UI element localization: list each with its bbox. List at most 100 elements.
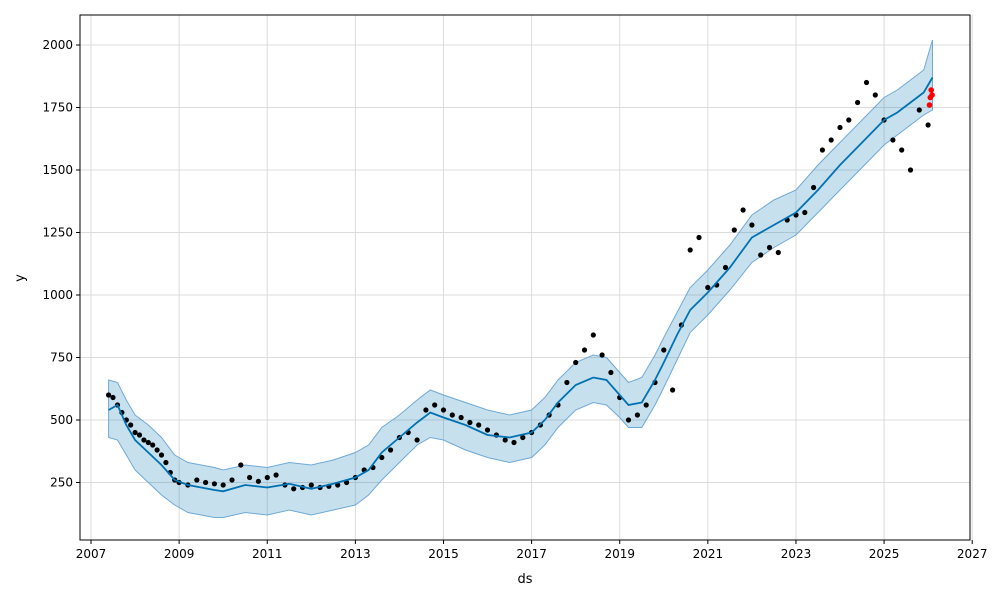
forecast-path: [108, 77, 934, 493]
x-axis-ticks: 2007 2009 2011 2013 2015 2017 2019 2021 2023 2025…: [76, 540, 988, 561]
observed-point: [890, 137, 896, 143]
observed-point: [484, 427, 491, 433]
observed-point: [511, 439, 517, 446]
uncertainty-band: [108, 39, 933, 518]
y-tick-label: 1250: [42, 226, 73, 240]
observed-point: [379, 454, 385, 461]
observed-point: [749, 222, 755, 228]
observed-point: [608, 369, 614, 376]
observed-point: [661, 347, 667, 353]
x-axis-label: ds: [517, 572, 532, 587]
observed-point: [775, 249, 781, 256]
observed-point: [573, 359, 579, 366]
observed-point: [599, 352, 605, 358]
observed-point: [229, 477, 235, 483]
observed-point: [211, 481, 217, 487]
y-tick-label: 1500: [42, 163, 73, 177]
x-tick-label: 2025: [869, 547, 900, 561]
observed-point: [696, 234, 702, 241]
observed-point: [837, 124, 843, 131]
plot-frame: [79, 14, 971, 541]
observed-point: [581, 347, 588, 353]
observed-point: [238, 462, 244, 468]
observed-point: [899, 147, 905, 153]
observed-point: [476, 422, 482, 428]
observed-point: [388, 447, 394, 453]
observed-point: [110, 394, 116, 401]
y-tick-label: 250: [50, 476, 73, 490]
observed-point: [132, 429, 138, 436]
observed-point: [907, 167, 914, 173]
observed-point: [855, 99, 861, 106]
uncertainty-area: [108, 39, 933, 518]
observed-point: [423, 407, 429, 413]
observed-point: [414, 437, 420, 443]
y-tick-label: 1750: [42, 101, 73, 115]
observed-point: [432, 402, 438, 408]
x-tick-label: 2007: [76, 547, 107, 561]
x-tick-label: 2017: [516, 547, 547, 561]
observed-point: [154, 447, 160, 453]
observed-point: [634, 412, 641, 418]
observed-point: [106, 392, 112, 398]
x-tick-label: 2013: [340, 547, 371, 561]
grid-lines: [80, 15, 973, 540]
observed-point: [440, 407, 447, 413]
observed-point: [590, 332, 596, 338]
observed-point: [811, 184, 817, 191]
observed-point: [458, 414, 464, 421]
observed-point: [502, 437, 508, 443]
observed-point: [467, 419, 473, 426]
recent-point: [929, 92, 935, 98]
recent-actual-points: [926, 87, 935, 108]
observed-point: [308, 482, 314, 488]
observed-point: [643, 402, 649, 408]
x-tick-label: 2021: [693, 547, 724, 561]
x-tick-label: 2023: [781, 547, 812, 561]
observed-point: [564, 379, 570, 386]
x-tick-label: 2011: [252, 547, 283, 561]
observed-point: [846, 117, 852, 123]
x-tick-label: 2009: [164, 547, 195, 561]
observed-point: [872, 92, 878, 98]
y-tick-label: 1000: [42, 288, 73, 302]
observed-point: [705, 284, 711, 291]
observed-point: [194, 477, 200, 483]
x-tick-label: 2015: [428, 547, 459, 561]
observed-point: [449, 412, 455, 418]
observed-point: [758, 252, 764, 258]
y-axis-ticks: 250 500 750 1000 1250 1500 1750 2000: [42, 38, 80, 490]
observed-point: [925, 122, 931, 128]
observed-point: [731, 227, 737, 233]
observed-point: [203, 479, 209, 486]
observed-point: [687, 247, 693, 253]
observed-point: [722, 264, 729, 271]
observed-point: [136, 432, 143, 438]
y-tick-label: 500: [50, 413, 73, 427]
observed-point: [625, 417, 632, 423]
observed-point: [255, 478, 261, 484]
observed-point: [247, 474, 253, 481]
observed-point: [670, 387, 676, 393]
observed-point: [863, 79, 870, 86]
observed-point: [273, 472, 279, 478]
recent-point: [928, 87, 934, 93]
recent-point: [926, 102, 933, 108]
x-tick-label: 2027: [957, 547, 988, 561]
observed-point: [819, 147, 826, 153]
observed-point: [145, 439, 151, 446]
observed-point: [766, 244, 773, 251]
y-axis-label: y: [13, 274, 28, 282]
observed-point: [141, 437, 147, 443]
y-tick-label: 750: [50, 351, 73, 365]
observed-point: [220, 482, 226, 488]
observed-point: [740, 207, 746, 213]
observed-point: [291, 486, 297, 492]
y-tick-label: 2000: [42, 38, 73, 52]
observed-point: [520, 434, 526, 441]
observed-point: [916, 107, 922, 113]
observed-point: [150, 442, 156, 448]
forecast-line: [108, 77, 934, 493]
observed-point: [128, 422, 134, 428]
